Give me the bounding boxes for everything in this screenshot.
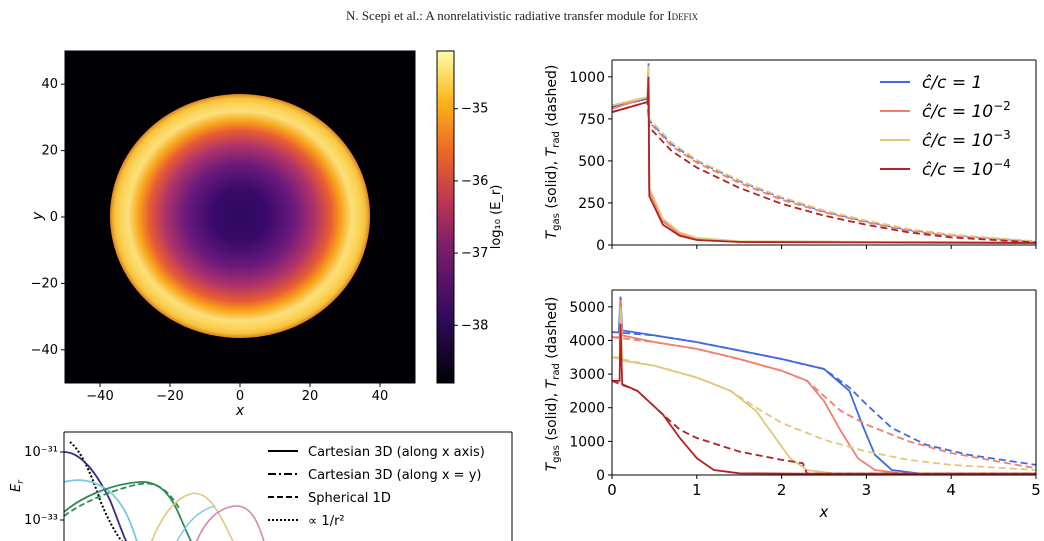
bottom-right-panel: 0 1000 2000 3000 4000 5000 0 1 2 3 4 5 x Tgas (sol…	[544, 289, 1041, 521]
bottom-right-y-tick-label: 1000	[569, 434, 605, 450]
legend-label-1: ĉ/c = 1	[922, 73, 982, 93]
series-1-tgas-solid	[617, 296, 1036, 475]
curve-pink	[195, 505, 265, 541]
curve-lightblue	[63, 479, 138, 541]
bottom-right-y-tick-label: 4000	[569, 333, 605, 349]
header-text: N. Scepi et al.: A nonrelativistic radia…	[345, 8, 668, 23]
legend-label-3: ĉ/c = 10−3	[922, 128, 1011, 151]
series-1-trad-dashed	[612, 331, 1036, 466]
top-right-y-ticks: 0 250 500 750 1000	[569, 70, 612, 254]
bottom-right-axes	[611, 289, 1037, 476]
bottom-left-curves	[63, 441, 265, 541]
top-right-legend: ĉ/c = 1 ĉ/c = 10−2 ĉ/c = 10−3 ĉ/c = 10−4	[880, 73, 1011, 180]
heatmap-y-tick-label: 20	[41, 144, 58, 159]
bottom-right-y-label: Tgas (solid), Trad (dashed)	[544, 297, 562, 472]
bottom-right-x-tick-label: 4	[946, 481, 956, 499]
curve-green-dashed	[63, 482, 181, 517]
bottom-left-ytick-2: 10⁻³³	[24, 513, 58, 528]
bottom-right-y-tick-label: 0	[596, 468, 605, 484]
top-series-3-trad-dashed	[612, 95, 1036, 243]
series-4-trad-dashed	[612, 379, 1036, 475]
heatmap-x-tick-label: 0	[236, 389, 244, 404]
top-right-y-tick-label: 750	[578, 112, 605, 128]
curve-purple	[63, 451, 128, 541]
top-right-axes	[611, 59, 1037, 246]
legend-entry-cartesian-x: Cartesian 3D (along x axis)	[308, 445, 485, 460]
bottom-left-y-label: Er	[9, 479, 26, 492]
legend-entry-spherical: Spherical 1D	[308, 491, 391, 506]
heatmap-x-tick-label: 20	[302, 389, 319, 404]
bottom-right-y-tick-label: 3000	[569, 367, 605, 383]
top-right-y-tick-label: 250	[578, 196, 605, 212]
heatmap-y-tick-label: 40	[41, 77, 58, 92]
series-2-tgas-solid	[612, 300, 1036, 475]
bottom-left-panel: 10⁻³¹ 10⁻³³ Er Cartesian 3D (along x axi…	[9, 431, 513, 541]
bottom-left-legend: Cartesian 3D (along x axis) Cartesian 3D…	[268, 445, 485, 529]
top-right-y-label: Tgas (solid), Trad (dashed)	[544, 65, 562, 240]
series-3-trad-dashed	[612, 356, 1036, 471]
colorbar	[436, 50, 455, 384]
heatmap-x-label: x	[235, 403, 245, 419]
top-right-panel: 0 250 500 750 1000 Tgas (solid), Trad (dashe…	[544, 59, 1037, 254]
bottom-right-x-tick-label: 3	[862, 481, 872, 499]
heatmap-y-label: y	[30, 211, 46, 221]
bottom-left-ytick-1: 10⁻³¹	[24, 445, 58, 460]
bottom-right-x-tick-label: 0	[607, 481, 617, 499]
heatmap-y-tick-label: −20	[31, 276, 58, 291]
top-right-y-tick-label: 1000	[569, 70, 605, 86]
bottom-right-x-label: x	[819, 503, 829, 521]
colorbar-label: log₁₀ (E_r)	[489, 185, 504, 250]
heatmap-x-tick-label: −40	[86, 389, 113, 404]
top-right-y-tick-label: 0	[596, 238, 605, 254]
heatmap-panel: −40 −20 0 20 40 40 20 0 −20 −40 x y −35 −36 −37 −38…	[30, 50, 504, 419]
heatmap-x-ticks: −40 −20 0 20 40	[86, 383, 388, 404]
bottom-right-x-ticks: 0 1 2 3 4 5	[607, 475, 1041, 499]
heatmap-x-tick-label: −20	[156, 389, 183, 404]
legend-entry-cartesian-diag: Cartesian 3D (along x = y)	[308, 468, 481, 483]
top-right-lines	[612, 63, 1036, 244]
bottom-right-x-tick-label: 2	[777, 481, 787, 499]
bottom-right-x-tick-label: 5	[1031, 481, 1041, 499]
top-series-4-tgas-solid	[612, 76, 1036, 244]
heatmap-y-tick-label: −40	[31, 343, 58, 358]
curve-yellow	[150, 492, 234, 541]
legend-entry-inverse-square: ∝ 1/r²	[308, 514, 345, 529]
bottom-right-x-tick-label: 1	[692, 481, 702, 499]
bottom-right-y-tick-label: 2000	[569, 401, 605, 417]
page-header: N. Scepi et al.: A nonrelativistic radia…	[0, 8, 1044, 24]
bottom-right-lines	[612, 296, 1036, 475]
bottom-right-y-tick-label: 5000	[569, 300, 605, 316]
series-4-tgas-solid	[612, 323, 1036, 475]
heatmap-y-tick-label: 0	[50, 210, 58, 225]
top-right-x-ticks	[611, 245, 1037, 249]
inverse-square-reference-line	[69, 441, 123, 541]
colorbar-tick-label: −36	[461, 174, 488, 189]
heatmap-ring	[110, 94, 370, 338]
colorbar-tick-label: −35	[461, 102, 488, 117]
top-right-y-tick-label: 500	[578, 154, 605, 170]
heatmap-x-tick-label: 40	[372, 389, 389, 404]
series-3-tgas-solid	[612, 306, 1036, 475]
colorbar-ticks: −35 −36 −37 −38	[454, 102, 488, 333]
colorbar-tick-label: −37	[461, 246, 488, 261]
legend-label-4: ĉ/c = 10−4	[922, 157, 1011, 180]
header-code-name: Idefix	[667, 8, 699, 23]
legend-label-2: ĉ/c = 10−2	[922, 99, 1011, 122]
curve-green	[63, 481, 192, 541]
bottom-right-y-ticks: 0 1000 2000 3000 4000 5000	[569, 300, 612, 484]
curve-lightblue-2	[176, 505, 216, 541]
colorbar-tick-label: −38	[461, 318, 488, 333]
heatmap-y-ticks: 40 20 0 −20 −40	[31, 77, 65, 358]
